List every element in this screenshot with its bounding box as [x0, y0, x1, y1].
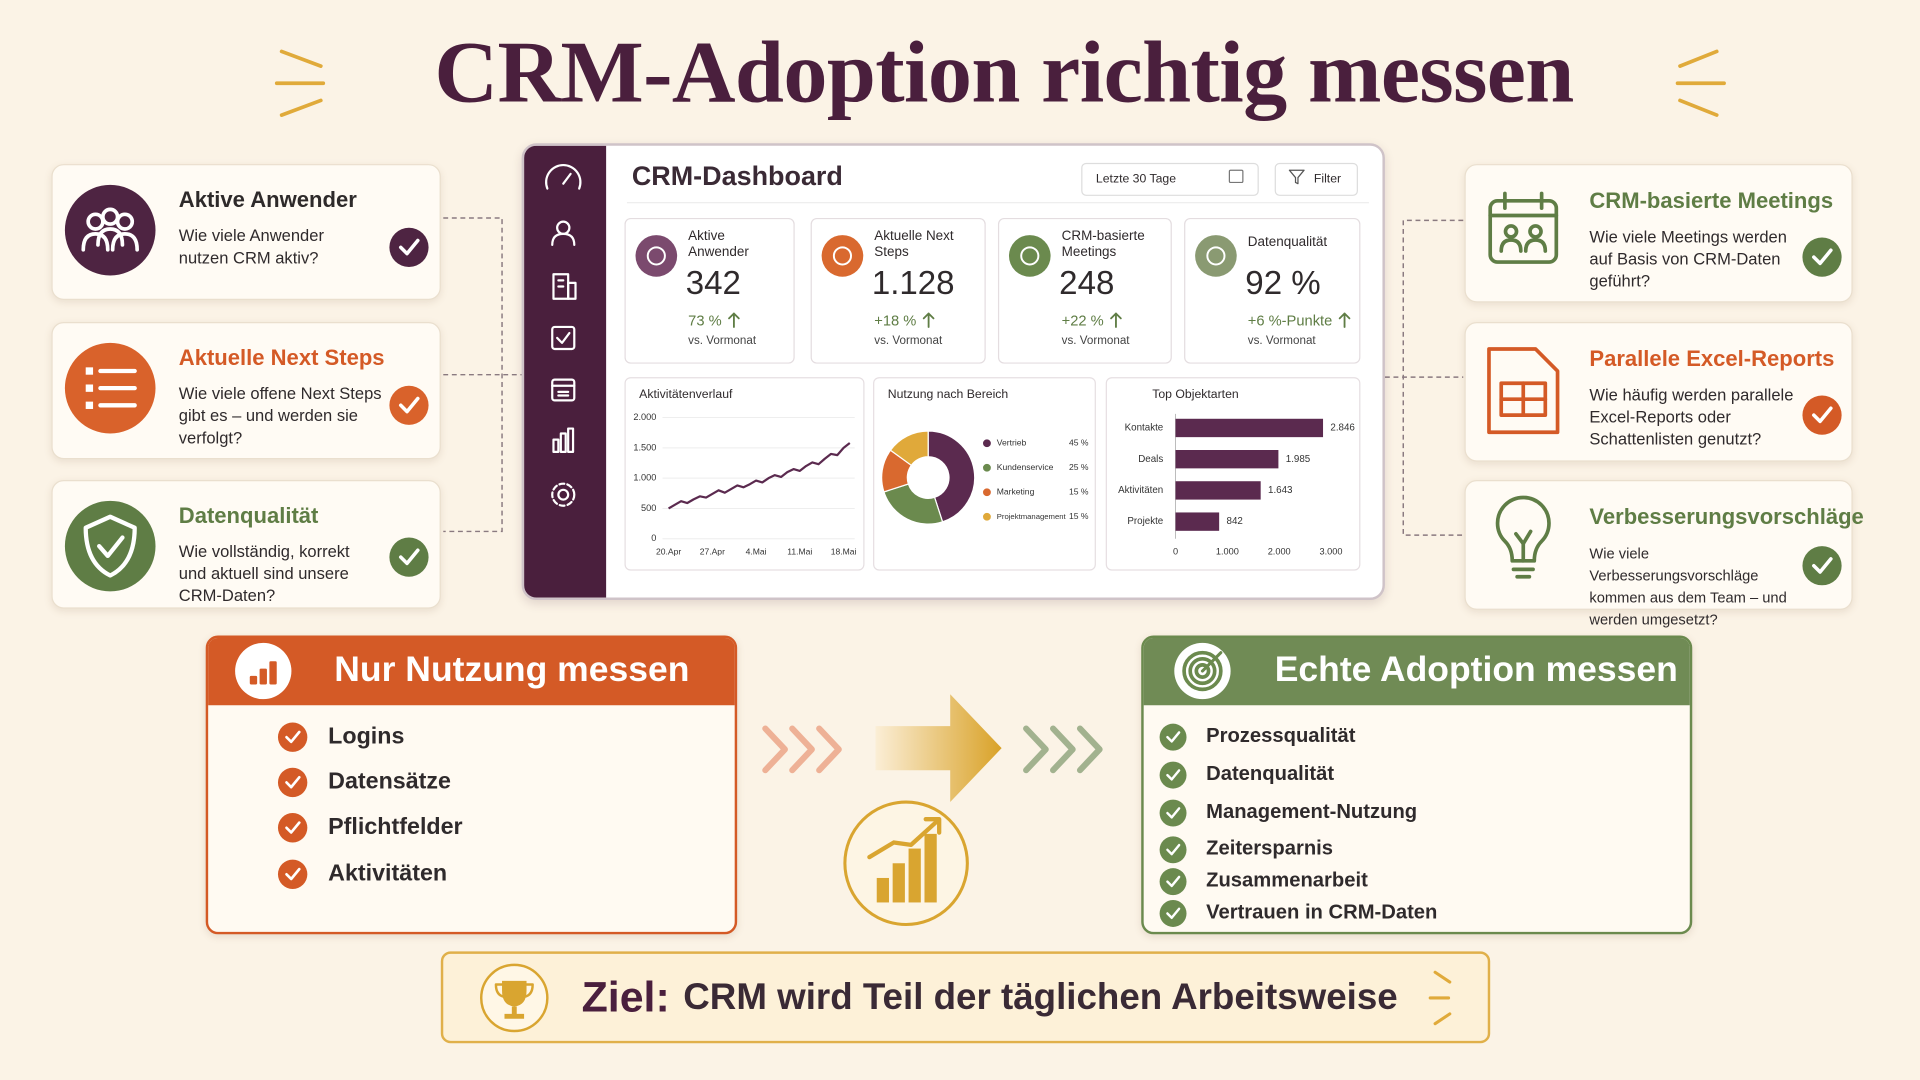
- connector: [443, 217, 503, 533]
- panel-item: Logins: [328, 723, 405, 749]
- kpi-label: Datenqualität: [1247, 235, 1328, 250]
- divider: [626, 202, 1369, 204]
- kpi-note: vs. Vormonat: [1061, 334, 1130, 348]
- panel-item: Management-Nutzung: [1206, 800, 1418, 823]
- kpi-value: 342: [685, 264, 741, 302]
- kpi-value: 1.128: [871, 264, 955, 302]
- kpi-note: vs. Vormonat: [1247, 334, 1316, 348]
- title-spark: [279, 49, 323, 68]
- growth-icon: [843, 800, 969, 927]
- kpi-note: vs. Vormonat: [874, 334, 943, 348]
- kpi-label: CRM-basierte Meetings: [1061, 228, 1145, 260]
- big-arrow: [875, 694, 1002, 803]
- page-title: CRM-Adoption richtig messen: [434, 23, 1574, 122]
- panel-title: Nur Nutzung messen: [334, 650, 690, 690]
- chevron: [1023, 725, 1049, 774]
- card-text: Wie viele Anwender nutzen CRM aktiv?: [178, 226, 324, 267]
- panel-title: Echte Adoption messen: [1274, 650, 1678, 690]
- kpi-change: +18 %: [874, 312, 917, 330]
- card-title: CRM-basierte Meetings: [1589, 188, 1834, 214]
- kpi-label: Aktuelle Next Steps: [874, 228, 954, 260]
- chart-title: Top Objektarten: [1152, 388, 1239, 402]
- title-spark: [1678, 49, 1719, 68]
- card-title: Datenqualität: [178, 503, 319, 528]
- panel-item: Vertrauen in CRM-Daten: [1206, 901, 1438, 924]
- chevron: [1050, 725, 1076, 774]
- panel-header: [1143, 637, 1690, 706]
- card-text: Wie viele Verbesserungsvorschläge kommen…: [1589, 544, 1787, 629]
- question-card: [1464, 164, 1853, 303]
- card-text: Wie häufig werden parallele Excel-Report…: [1589, 385, 1794, 449]
- kpi-label: Aktive Anwender: [688, 228, 749, 260]
- goal-label: Ziel:: [581, 973, 670, 1022]
- panel-item: Aktivitäten: [328, 860, 448, 887]
- dashboard-title: CRM-Dashboard: [631, 160, 843, 192]
- card-text: Wie viele offene Next Steps gibt es – un…: [178, 384, 382, 447]
- kpi-value: 248: [1059, 264, 1115, 302]
- icon-part: [923, 817, 942, 835]
- chart-panel: [873, 377, 1096, 571]
- kpi-change: +6 %-Punkte: [1247, 312, 1333, 330]
- kpi-value: 92 %: [1245, 264, 1321, 302]
- title-spark: [1678, 98, 1719, 117]
- chevron: [789, 725, 815, 774]
- card-title: Parallele Excel-Reports: [1589, 346, 1835, 372]
- sidebar: [524, 145, 607, 598]
- kpi-note: vs. Vormonat: [688, 334, 757, 348]
- chart-title: Aktivitätenverlauf: [639, 388, 733, 402]
- chart-panel: [1105, 377, 1361, 571]
- card-text: Wie vollständig, korrekt und aktuell sin…: [178, 542, 350, 605]
- icon-part: [892, 863, 905, 903]
- chevron: [762, 725, 788, 774]
- panel-item: Pflichtfelder: [328, 813, 463, 840]
- panel-item: Datenqualität: [1206, 762, 1335, 786]
- icon-part: [876, 877, 889, 903]
- panel-item: Zusammenarbeit: [1206, 869, 1368, 892]
- chevron: [1076, 725, 1103, 774]
- chevron: [816, 725, 842, 774]
- period-select[interactable]: Letzte 30 Tage: [1081, 162, 1259, 196]
- goal-box: [440, 951, 1491, 1044]
- goal-text: CRM wird Teil der täglichen Arbeitsweise: [683, 977, 1398, 1018]
- kpi-change: +22 %: [1061, 312, 1104, 330]
- card-title: Verbesserungsvorschläge: [1589, 504, 1864, 529]
- chart-title: Nutzung nach Bereich: [887, 388, 1009, 402]
- panel-item: Prozessqualität: [1206, 725, 1356, 748]
- title-spark: [279, 98, 323, 117]
- filter-button[interactable]: Filter: [1274, 162, 1358, 196]
- panel-item: Datensätze: [328, 768, 452, 795]
- panel-header: [208, 637, 735, 706]
- icon-part: [867, 818, 941, 860]
- chart-panel: [624, 377, 865, 571]
- card-title: Aktive Anwender: [178, 187, 357, 212]
- card-text: Wie viele Meetings werden auf Basis von …: [1589, 227, 1787, 291]
- icon-part: [924, 833, 937, 903]
- panel-item: Zeitersparnis: [1206, 837, 1334, 860]
- icon-part: [908, 848, 921, 903]
- kpi-change: 73 %: [688, 312, 722, 330]
- card-title: Aktuelle Next Steps: [178, 345, 385, 370]
